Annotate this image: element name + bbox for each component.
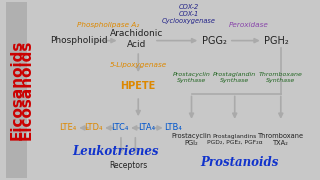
Text: Leukotrienes: Leukotrienes — [72, 145, 158, 158]
Text: LTE₄: LTE₄ — [59, 123, 76, 132]
Text: Phospholipase A₂: Phospholipase A₂ — [77, 22, 139, 28]
Text: HPETE: HPETE — [121, 82, 156, 91]
Text: COX-2
COX-1
Cyclooxygenase: COX-2 COX-1 Cyclooxygenase — [162, 4, 216, 24]
Text: 5-Lipoxygenase: 5-Lipoxygenase — [110, 62, 167, 68]
Text: Prostaglandins
PGD₂, PGE₂, PGF₂α: Prostaglandins PGD₂, PGE₂, PGF₂α — [207, 134, 262, 145]
Text: LTC₄: LTC₄ — [111, 123, 128, 132]
Text: Thromboxane
Synthase: Thromboxane Synthase — [259, 72, 303, 83]
Text: Eicosanoids: Eicosanoids — [19, 40, 33, 140]
Text: LTD₄: LTD₄ — [84, 123, 103, 132]
Text: Phospholipid: Phospholipid — [50, 36, 108, 45]
Text: Peroxidase: Peroxidase — [229, 22, 269, 28]
Text: Prostacyclin
Synthase: Prostacyclin Synthase — [172, 72, 211, 83]
Text: Eicosanoids: Eicosanoids — [10, 40, 25, 140]
Text: Thromboxane
TXA₂: Thromboxane TXA₂ — [258, 133, 304, 146]
Text: Prostacyclin
PGI₂: Prostacyclin PGI₂ — [172, 133, 212, 146]
FancyBboxPatch shape — [6, 2, 27, 178]
Text: Receptors: Receptors — [109, 161, 147, 170]
Text: Arachidonic
Acid: Arachidonic Acid — [110, 29, 164, 49]
Text: LTA₄: LTA₄ — [138, 123, 156, 132]
Text: Prostanoids: Prostanoids — [200, 156, 278, 169]
Text: Prostaglandin
Synthase: Prostaglandin Synthase — [213, 72, 256, 83]
Text: PGG₂: PGG₂ — [202, 36, 227, 46]
Text: LTB₄: LTB₄ — [164, 123, 182, 132]
Text: PGH₂: PGH₂ — [264, 36, 289, 46]
